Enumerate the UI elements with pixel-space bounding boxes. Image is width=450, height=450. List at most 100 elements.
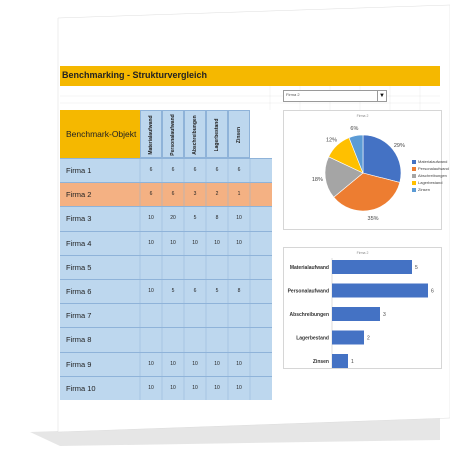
pie-data-label: 35% <box>368 216 379 222</box>
bar-value-label: 1 <box>351 359 354 365</box>
pie-chart-title: Firma 2 <box>356 114 369 118</box>
table-row[interactable] <box>60 375 272 400</box>
pie-data-label: 18% <box>312 177 323 183</box>
benchmark-object-header: Benchmark-Objekt <box>60 110 140 158</box>
table-cell: 6 <box>149 167 153 173</box>
title-bar <box>60 66 440 86</box>
legend-entry: Lagerbestand <box>412 180 449 185</box>
legend-swatch <box>412 187 416 192</box>
pie-data-label: 29% <box>394 143 405 149</box>
table-cell: 6 <box>237 167 241 173</box>
legend-label: Lagerbestand <box>418 180 443 185</box>
table-row[interactable] <box>60 206 272 231</box>
bar <box>332 354 348 368</box>
sheet-title: Benchmarking - Strukturvergleich <box>62 70 208 80</box>
table-cell: 6 <box>193 288 197 294</box>
row-firm-name: Firma 1 <box>66 166 92 175</box>
table-cell: 6 <box>171 167 175 173</box>
table-cell: 10 <box>236 360 242 367</box>
bar-category-label: Lagerbestand <box>296 336 329 342</box>
table-cell: 10 <box>170 239 176 246</box>
table-cell: 10 <box>192 239 198 246</box>
bar-value-label: 5 <box>415 265 418 271</box>
pie-chart-panel: Firma 2 29% 35% 18% 12% 6% Materialaufwand Pe… <box>283 110 449 230</box>
table-cell: 2 <box>215 191 219 198</box>
column-header: Abschreibungen <box>184 110 206 158</box>
table-cell: 10 <box>214 360 220 367</box>
bar-category-label: Zinsen <box>313 359 329 365</box>
column-header: Lagerbestand <box>206 110 228 158</box>
firm-select-dropdown[interactable]: Firma 2 ▼ <box>283 90 387 102</box>
row-firm-name: Firma 9 <box>66 359 92 369</box>
table-cell: 10 <box>148 384 154 391</box>
table-cell: 3 <box>193 191 197 198</box>
row-firm-name: Firma 8 <box>66 335 92 345</box>
chevron-down-icon[interactable]: ▼ <box>377 91 386 101</box>
column-header: Materialaufwand <box>140 110 162 158</box>
bar <box>332 260 412 274</box>
table-cell: 1 <box>237 191 241 198</box>
bar-chart-panel: Firma 2 Materialaufwand 5 Personalaufwand 6… <box>283 247 442 369</box>
dropdown-value: Firma 2 <box>286 92 300 97</box>
pie-slice <box>333 172 401 212</box>
table-cell: 10 <box>192 384 198 391</box>
table-cell: 10 <box>236 384 242 391</box>
pie-legend: Materialaufwand Personalaufwand Abschreibu… <box>412 159 449 194</box>
table-row[interactable] <box>60 327 272 352</box>
table-cell: 20 <box>170 215 176 222</box>
table-cell: 10 <box>148 360 154 367</box>
legend-entry: Zinsen <box>412 187 449 192</box>
table-row[interactable] <box>60 182 272 207</box>
bar-value-label: 3 <box>383 312 386 318</box>
column-header: Zinsen <box>228 110 250 158</box>
table-cell: 10 <box>170 360 176 367</box>
table-cell: 5 <box>171 288 175 294</box>
pie-data-label: 12% <box>326 137 337 143</box>
table-row[interactable] <box>60 303 272 328</box>
legend-entry: Personalaufwand <box>412 166 449 171</box>
table-cell: 5 <box>215 288 219 294</box>
legend-label: Personalaufwand <box>418 166 449 171</box>
table-cell: 6 <box>193 167 197 173</box>
header-label: Benchmark-Objekt <box>66 129 137 139</box>
pie-slice <box>324 156 364 198</box>
table-row[interactable] <box>60 254 272 279</box>
bar-category-label: Abschreibungen <box>290 312 329 318</box>
table-cell: 10 <box>192 360 198 367</box>
pie-chart: 29% 35% 18% 12% 6% <box>312 126 405 222</box>
table-cell: 10 <box>236 215 242 222</box>
table-cell: 10 <box>148 239 154 246</box>
row-firm-name: Firma 3 <box>66 214 92 224</box>
row-firm-name: Firma 4 <box>66 238 92 248</box>
table-cell: 6 <box>149 191 153 198</box>
bar-category-label: Materialaufwand <box>290 265 329 271</box>
row-firm-name: Firma 2 <box>66 190 92 200</box>
legend-swatch <box>412 166 416 171</box>
table-cell: 10 <box>148 288 154 294</box>
row-firm-name: Firma 10 <box>66 383 96 393</box>
table-cell: 8 <box>215 215 219 222</box>
table-cell: 10 <box>236 239 242 246</box>
table-cell: 10 <box>214 239 220 246</box>
row-firm-name: Firma 7 <box>66 311 92 321</box>
bar-chart: Materialaufwand 5 Personalaufwand 6 Abschrei… <box>288 258 434 368</box>
table-row[interactable] <box>60 158 272 183</box>
bar <box>332 330 364 345</box>
bar <box>332 307 380 321</box>
column-header: Personalaufwand <box>162 110 184 158</box>
table-row[interactable] <box>60 230 272 255</box>
pie-slice <box>362 134 402 183</box>
table-cell: 8 <box>237 288 241 294</box>
row-firm-name: Firma 5 <box>66 262 92 272</box>
legend-swatch <box>412 180 416 185</box>
row-firm-name: Firma 6 <box>66 287 92 296</box>
legend-swatch <box>412 159 416 164</box>
table-row[interactable] <box>60 279 272 304</box>
legend-entry: Materialaufwand <box>412 159 449 164</box>
table-row[interactable] <box>60 351 272 376</box>
legend-label: Abschreibungen <box>418 173 447 178</box>
legend-swatch <box>412 173 416 178</box>
legend-label: Zinsen <box>418 187 431 192</box>
legend-label: Materialaufwand <box>418 159 448 164</box>
